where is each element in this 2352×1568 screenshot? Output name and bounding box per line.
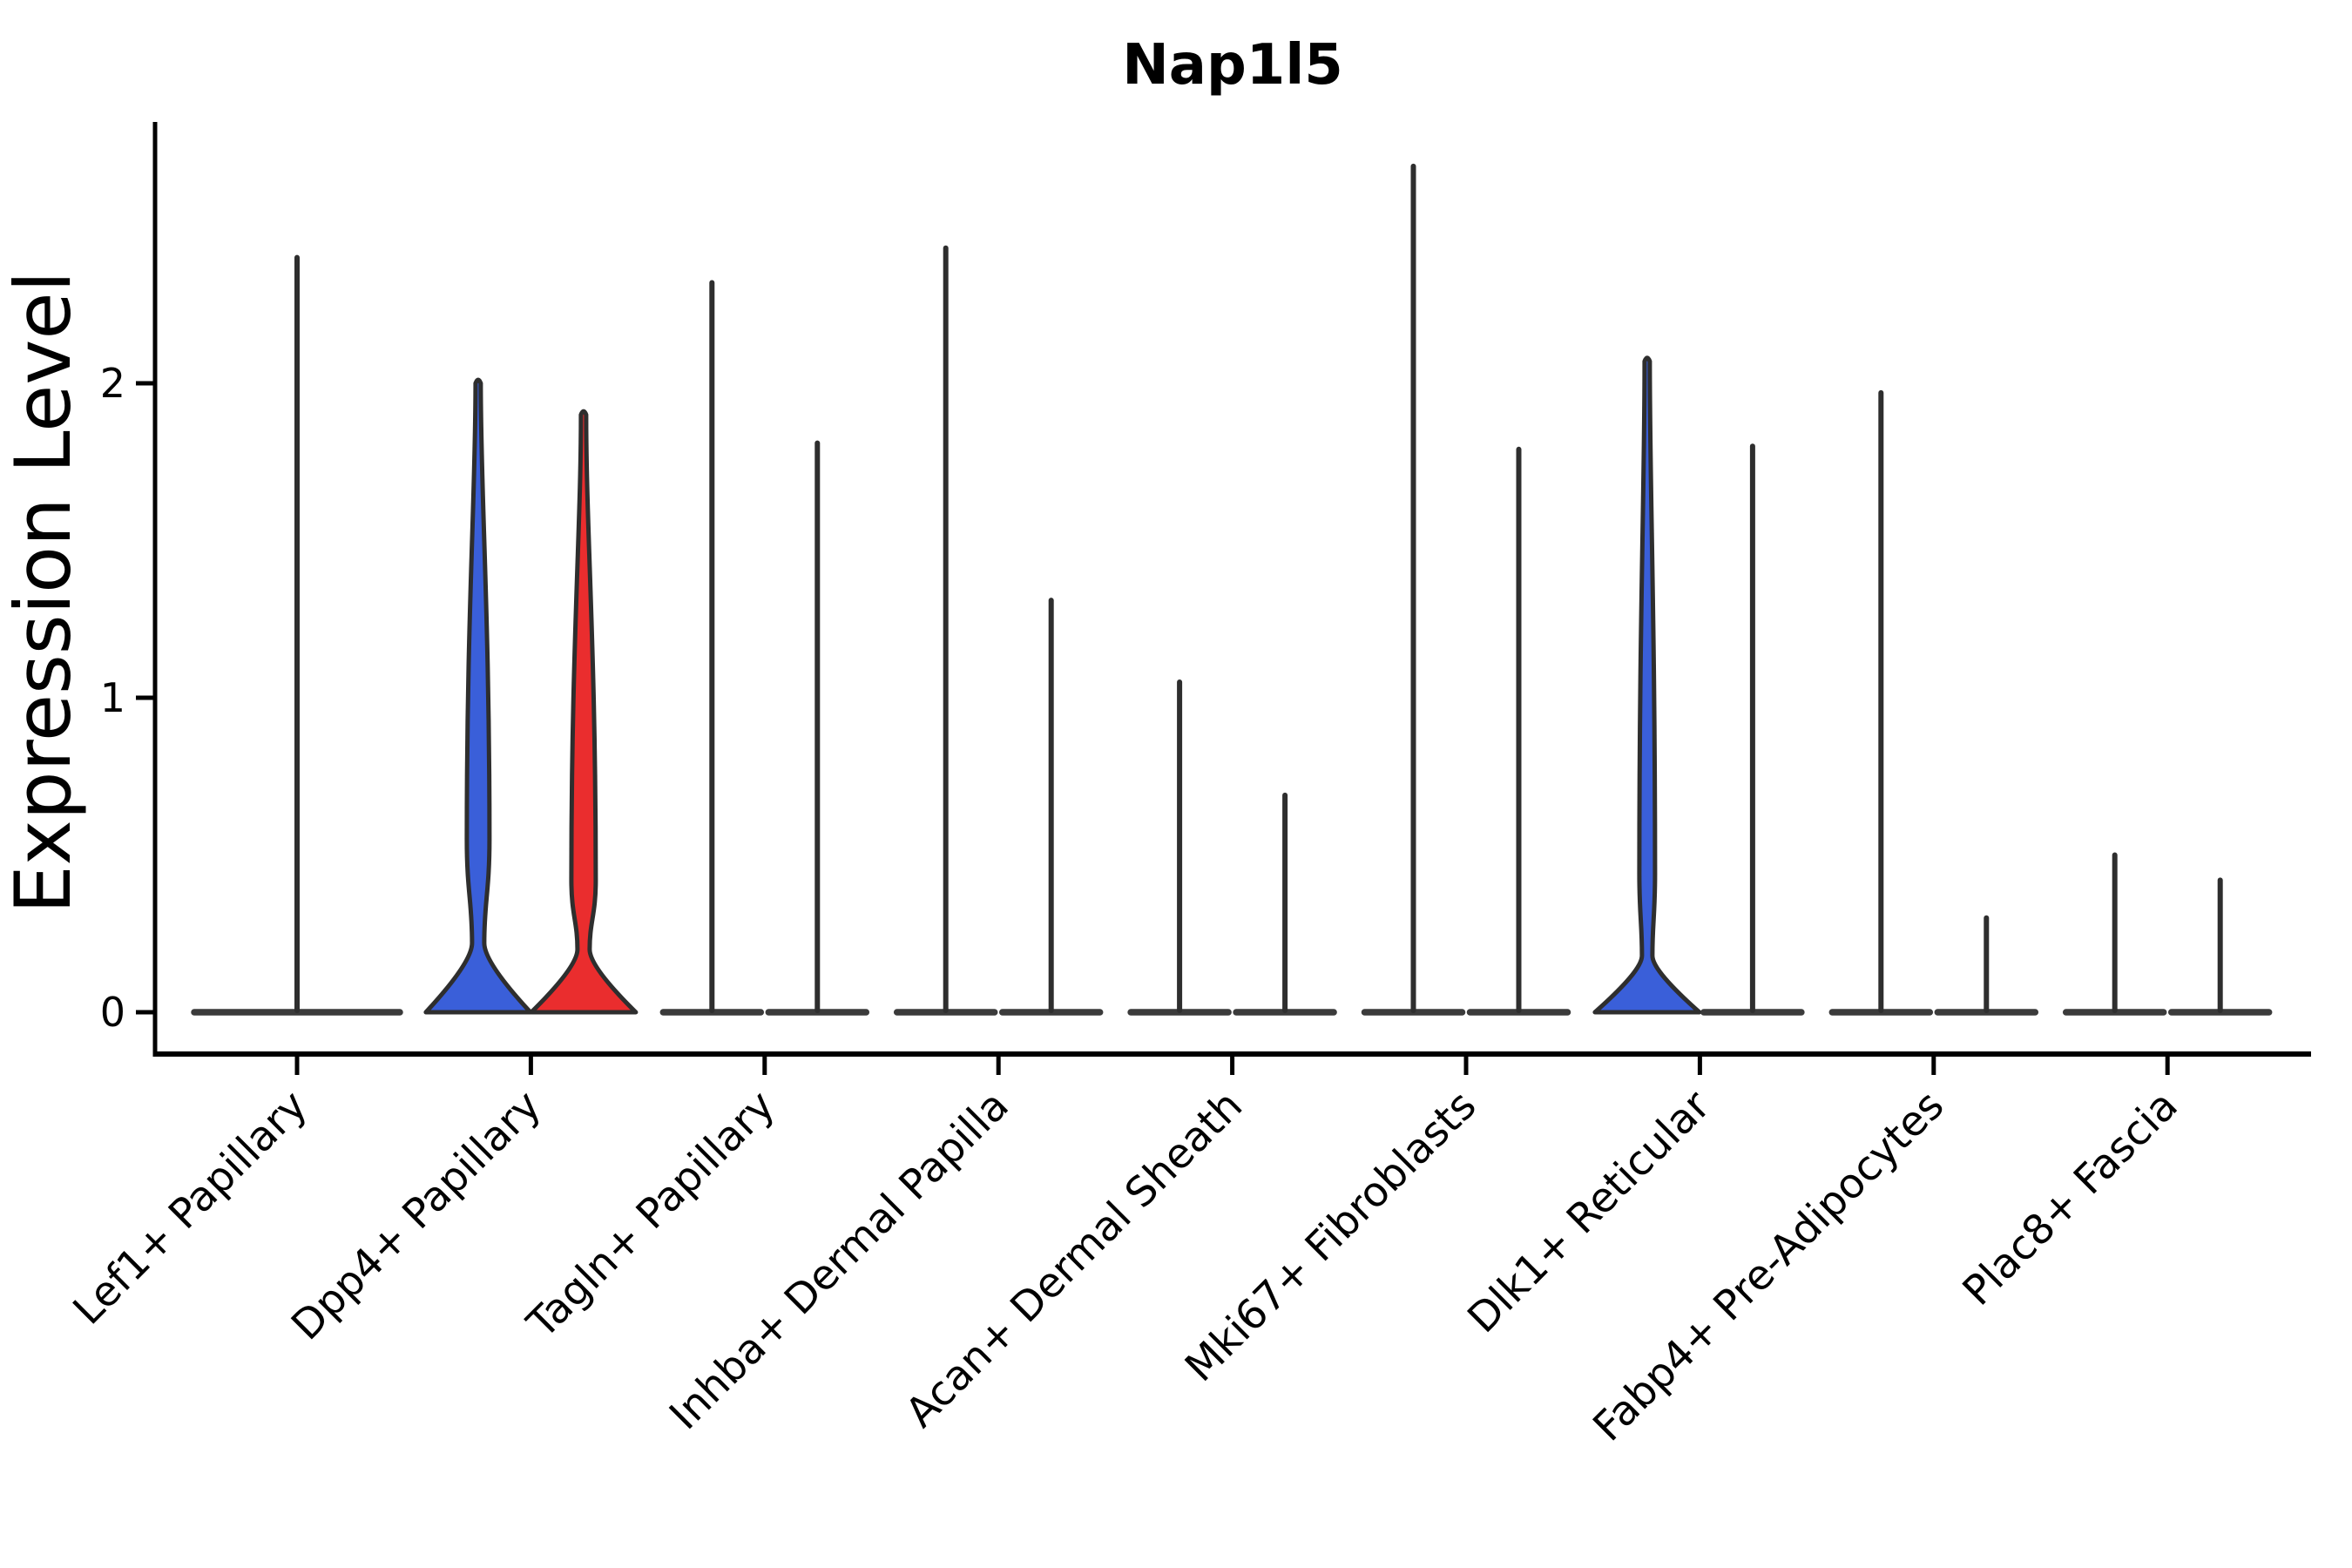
y-axis-label: Expression Level	[0, 271, 88, 914]
violin-2-right	[529, 409, 639, 1015]
x-tick-label: Lef1+ Papillary	[64, 1082, 317, 1335]
x-tick-label: Dlk1+ Reticular	[1458, 1081, 1720, 1342]
x-tick-label: Tagln+ Papillary	[517, 1082, 784, 1348]
y-tick-label: 2	[100, 360, 125, 407]
axes-layer	[136, 122, 2311, 1075]
y-tick-label: 0	[100, 989, 125, 1036]
violin-2-left	[423, 377, 533, 1015]
chart-title: Nap1l5	[1122, 33, 1343, 98]
x-tick-label: Plac8+ Fascia	[1954, 1082, 2187, 1315]
y-tick-label: 1	[100, 674, 125, 721]
x-tick-label: Dpp4+ Papillary	[282, 1082, 551, 1350]
violin-7-left	[1592, 355, 1702, 1015]
violins-layer	[191, 163, 2273, 1016]
